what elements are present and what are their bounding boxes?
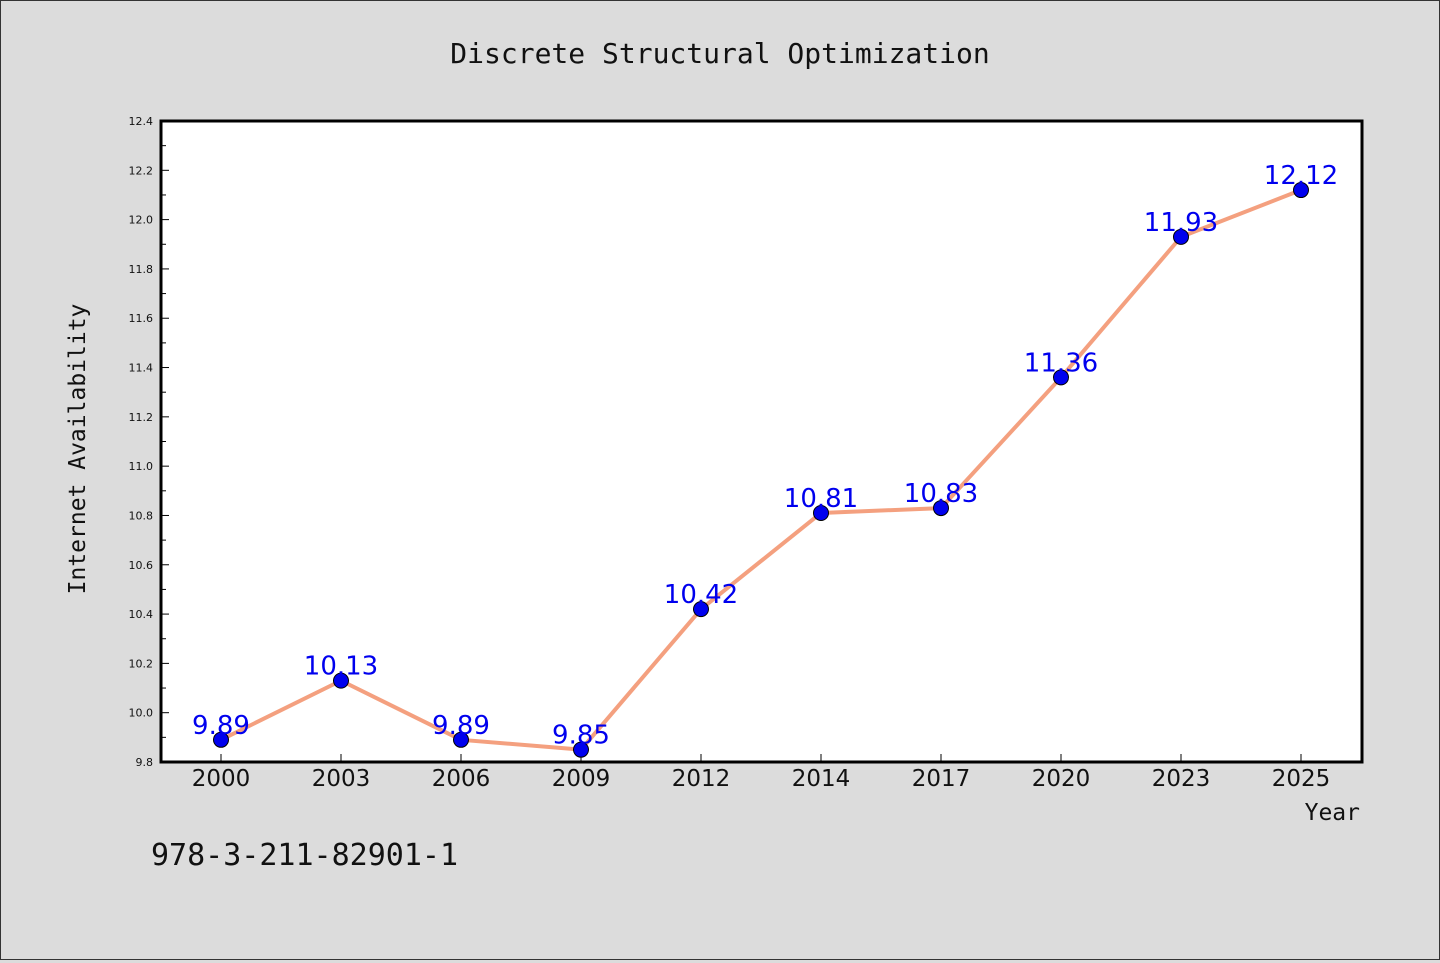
x-tick-label: 2003 xyxy=(312,766,371,792)
data-point xyxy=(453,731,469,748)
data-point xyxy=(693,601,709,618)
x-axis: 2000 2003 2006 2009 2012 2014 2017 2020 2023 2025 xyxy=(192,754,1331,792)
y-tick-label: 10.2 xyxy=(129,657,154,670)
x-tick-label: 2012 xyxy=(672,766,731,792)
y-tick-label: 10.4 xyxy=(129,608,154,621)
data-point xyxy=(1053,369,1069,386)
chart-title: Discrete Structural Optimization xyxy=(450,37,989,70)
y-tick-label: 10.0 xyxy=(129,707,154,720)
x-tick-label: 2023 xyxy=(1152,766,1211,792)
data-point xyxy=(333,672,349,689)
data-label: 10.13 xyxy=(304,652,378,682)
y-tick-label: 12.2 xyxy=(129,164,154,177)
data-point xyxy=(573,741,589,758)
data-point xyxy=(813,504,829,521)
y-tick-label: 11.0 xyxy=(129,460,154,473)
x-tick-label: 2017 xyxy=(912,766,971,792)
y-tick-label: 10.8 xyxy=(129,509,154,522)
data-label: 9.85 xyxy=(552,721,610,751)
data-label: 11.36 xyxy=(1024,348,1098,378)
y-tick-label: 11.2 xyxy=(129,411,154,424)
plot-area xyxy=(159,119,1364,764)
y-tick-label: 11.4 xyxy=(129,362,154,375)
data-label: 12.12 xyxy=(1264,161,1338,191)
y-tick-label: 12.0 xyxy=(129,214,154,227)
y-tick-label: 11.6 xyxy=(129,312,154,325)
series-group: 9.89 10.13 9.89 9.85 10.42 10.81 10.83 11.36 11.… xyxy=(192,161,1338,758)
data-point xyxy=(1293,182,1309,199)
data-point xyxy=(1173,228,1189,245)
data-label: 10.42 xyxy=(664,580,738,610)
data-label: 10.81 xyxy=(784,484,858,514)
x-tick-label: 2025 xyxy=(1272,766,1331,792)
data-point xyxy=(933,500,949,517)
y-tick-label: 12.4 xyxy=(129,115,154,128)
footer-id-text: 978-3-211-82901-1 xyxy=(151,838,458,873)
data-label: 11.93 xyxy=(1144,208,1218,238)
x-tick-label: 2006 xyxy=(432,766,491,792)
x-tick-label: 2014 xyxy=(792,766,851,792)
data-label: 10.83 xyxy=(904,479,978,509)
y-axis: 9.8 10.0 10.2 10.4 10.6 10.8 11.0 11.2 11.4 11.6 1… xyxy=(129,115,169,769)
data-point xyxy=(213,731,229,748)
y-tick-label: 9.8 xyxy=(136,756,154,769)
x-tick-label: 2020 xyxy=(1032,766,1091,792)
y-axis-label: Internet Availability xyxy=(65,304,91,595)
data-label: 9.89 xyxy=(432,711,490,741)
x-tick-label: 2000 xyxy=(192,766,251,792)
x-axis-label: Year xyxy=(1305,800,1360,826)
series-line xyxy=(219,188,1303,752)
y-tick-label: 11.8 xyxy=(129,263,154,276)
x-tick-label: 2009 xyxy=(552,766,611,792)
data-label: 9.89 xyxy=(192,711,250,741)
y-tick-label: 10.6 xyxy=(129,559,154,572)
